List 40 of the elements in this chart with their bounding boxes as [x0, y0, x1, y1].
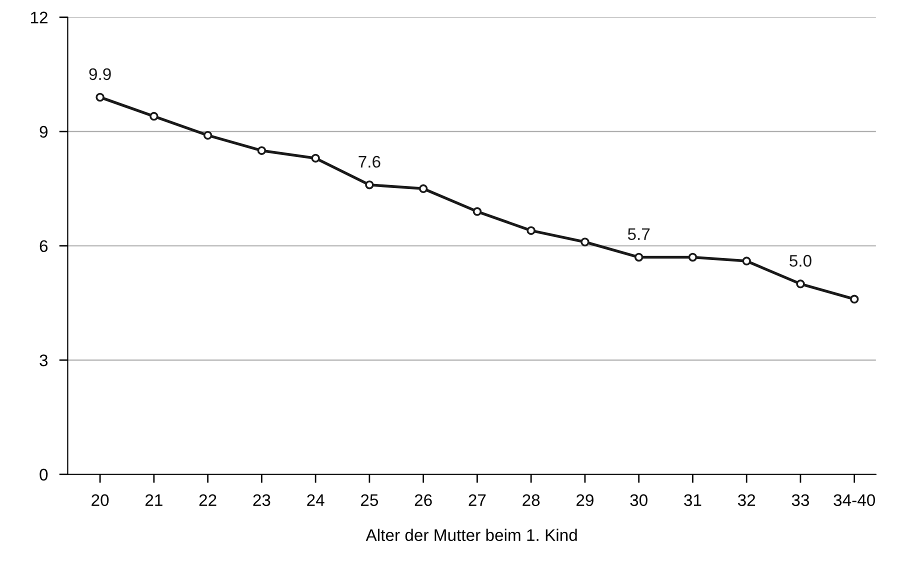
point: [796, 280, 805, 288]
point: [96, 92, 104, 102]
x-tick-label: 27: [468, 494, 486, 506]
data-label: 5.0: [790, 254, 812, 267]
data-label: 5.7: [628, 228, 650, 240]
x-tick-label: 28: [522, 494, 540, 506]
x-tick-label: 21: [146, 494, 162, 506]
y-tick-label: 9: [40, 126, 48, 138]
point: [257, 146, 266, 155]
y-tick-label: 6: [40, 240, 48, 252]
point: [580, 238, 590, 246]
x-axis-title: Alter der Mutter beim 1. Kind: [366, 528, 577, 542]
x-tick-label: 20: [92, 494, 109, 506]
x-tick-label: 34-40: [834, 494, 876, 506]
point: [472, 207, 482, 216]
point: [850, 294, 859, 304]
x-tick-label: 32: [738, 494, 756, 506]
point: [634, 252, 644, 262]
point: [203, 130, 212, 140]
point: [311, 154, 320, 163]
point: [418, 184, 428, 194]
x-tick-label: 22: [199, 494, 216, 506]
x-tick-label: 23: [253, 494, 270, 506]
data-label: 9.9: [89, 68, 111, 80]
point: [526, 226, 536, 235]
y-tick-label: 12: [31, 12, 48, 24]
x-tick-label: 31: [684, 494, 702, 506]
x-tick-label: 26: [414, 494, 432, 506]
point: [150, 112, 158, 121]
point: [742, 256, 751, 266]
data-label: 7.6: [358, 156, 380, 168]
x-tick-label: 24: [307, 494, 324, 506]
point: [365, 180, 374, 190]
x-tick-label: 30: [630, 494, 648, 506]
y-tick-label: 3: [40, 354, 48, 366]
x-tick-label: 33: [792, 494, 810, 506]
y-tick-label: 0: [40, 468, 48, 481]
point: [688, 252, 698, 262]
x-tick-label: 25: [361, 494, 378, 506]
x-tick-label: 29: [576, 494, 594, 506]
